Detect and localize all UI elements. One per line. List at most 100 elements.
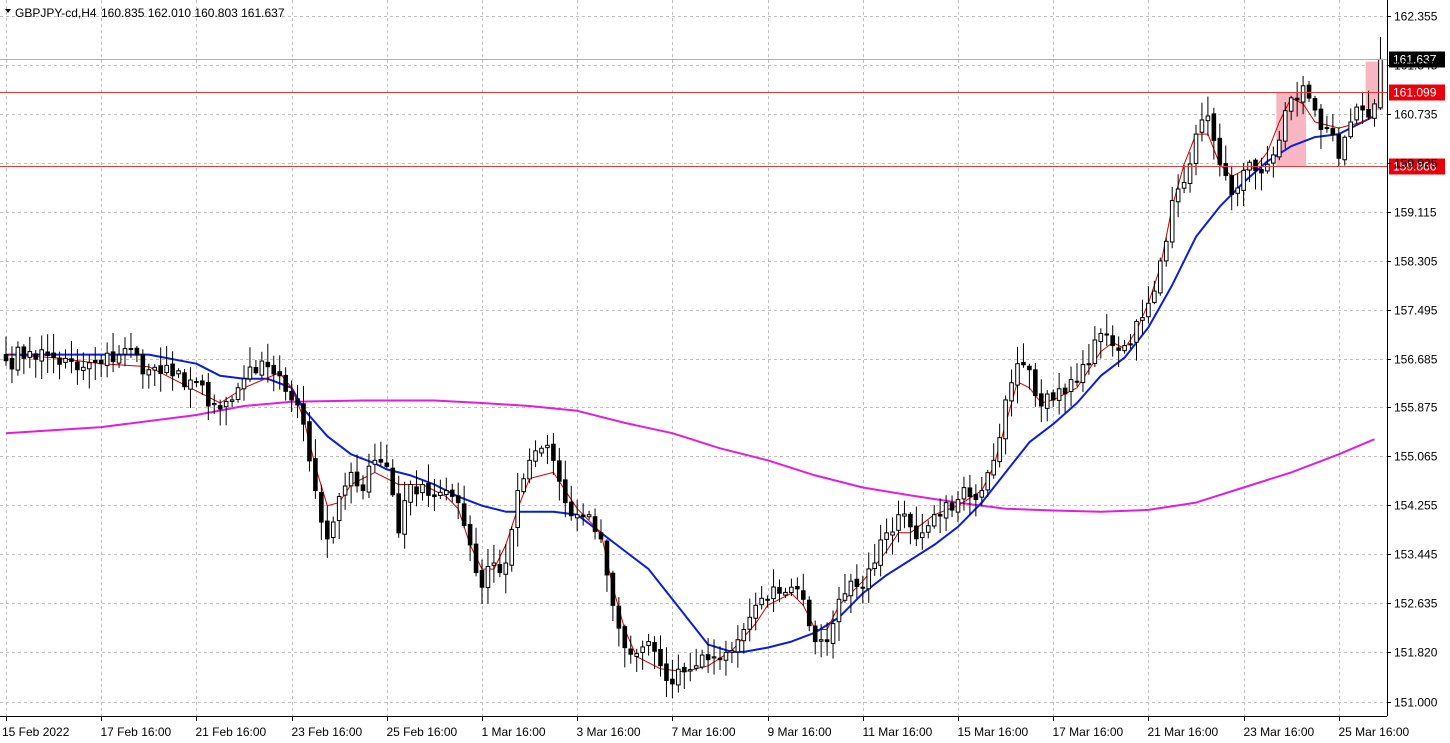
candle xyxy=(146,363,152,389)
candle xyxy=(985,469,991,497)
candle xyxy=(21,344,27,375)
candle xyxy=(122,337,128,367)
candle-body-down xyxy=(1217,137,1223,165)
candle xyxy=(830,610,836,659)
candle xyxy=(104,342,110,378)
candle xyxy=(1003,395,1008,455)
candle xyxy=(1169,186,1175,249)
time-tick-label: 1 Mar 16:00 xyxy=(482,725,546,739)
candle xyxy=(1300,75,1306,115)
candle-body-up xyxy=(211,402,217,406)
candle-body-up xyxy=(247,366,253,380)
candle-body-up xyxy=(902,513,907,517)
candle-body-down xyxy=(652,642,657,652)
candle-body-up xyxy=(878,539,883,566)
candle-body-up xyxy=(1187,163,1193,185)
candle-body-down xyxy=(194,381,199,384)
candle-body-down xyxy=(628,648,634,655)
candle xyxy=(902,500,907,529)
candle xyxy=(1294,81,1300,117)
candle xyxy=(1068,366,1074,407)
candle xyxy=(580,503,586,526)
candle xyxy=(1056,373,1062,415)
candle xyxy=(402,481,407,549)
price-tick-label: 162.355 xyxy=(1394,10,1438,24)
candle-body-down xyxy=(21,346,27,359)
candle xyxy=(1074,363,1080,387)
candle-body-up xyxy=(920,532,925,539)
candle-body-up xyxy=(741,629,747,642)
candle xyxy=(979,476,985,507)
candle-body-up xyxy=(1146,302,1151,318)
candle-body-down xyxy=(414,486,419,495)
price-tick-label: 155.875 xyxy=(1394,401,1438,415)
candle xyxy=(235,382,241,403)
price-tick-label: 151.820 xyxy=(1394,646,1438,660)
candle xyxy=(426,464,431,508)
candle-body-up xyxy=(1092,339,1098,364)
candle xyxy=(206,373,211,420)
candle xyxy=(271,355,277,392)
current-price-tag xyxy=(1389,51,1445,68)
candle-body-down xyxy=(92,359,98,363)
candle xyxy=(63,349,68,369)
candle-body-down xyxy=(461,503,467,526)
candle xyxy=(676,654,681,693)
candle-body-down xyxy=(1324,127,1330,130)
candle xyxy=(1080,350,1086,393)
candle xyxy=(640,640,645,670)
candle xyxy=(1152,280,1157,305)
time-axis[interactable]: 15 Feb 2022 17 Feb 16:00 21 Feb 16:00 23 Fe… xyxy=(2,716,1410,739)
collapse-triangle-icon[interactable] xyxy=(5,9,11,13)
candle xyxy=(301,385,306,442)
candle-body-up xyxy=(15,346,21,371)
candle-body-down xyxy=(1223,163,1229,176)
candle xyxy=(289,380,294,413)
candle-body-up xyxy=(1205,115,1211,122)
candle xyxy=(1175,174,1181,218)
candle-body-up xyxy=(1044,393,1050,409)
candle xyxy=(1092,326,1098,368)
candle xyxy=(33,350,39,378)
candle-body-down xyxy=(217,405,223,410)
candle-body-up xyxy=(1342,136,1348,161)
candle xyxy=(211,394,217,415)
candle xyxy=(1015,346,1020,404)
candle-body-down xyxy=(271,364,277,375)
candle-body-up xyxy=(765,598,770,601)
candle-body-down xyxy=(908,513,913,528)
price-axis[interactable]: 162.355 161.545 160.735 159.925 159.115 158.3… xyxy=(0,0,1438,717)
candle-body-up xyxy=(646,641,651,646)
candle xyxy=(515,472,521,547)
candle xyxy=(1140,299,1145,335)
price-tick-label: 158.305 xyxy=(1394,255,1438,269)
price-tick-label: 161.545 xyxy=(1394,59,1438,73)
candle-body-down xyxy=(973,493,979,500)
candle-body-down xyxy=(949,502,955,511)
candle-body-down xyxy=(277,371,282,377)
time-tick-label: 15 Mar 16:00 xyxy=(958,725,1029,739)
candle xyxy=(610,570,616,622)
price-tick-label: 159.115 xyxy=(1394,206,1437,220)
candle xyxy=(1277,130,1282,161)
horizontal-levels[interactable]: 161.099 159.866 161.637 xyxy=(0,51,1445,175)
candle xyxy=(455,482,461,520)
candle xyxy=(1318,103,1324,149)
candle xyxy=(931,505,937,529)
candle xyxy=(3,336,9,366)
candle xyxy=(217,399,223,426)
candle xyxy=(1187,152,1193,193)
candle xyxy=(170,351,175,391)
candle-body-down xyxy=(670,678,675,685)
candle-body-up xyxy=(860,586,866,589)
candle-body-up xyxy=(116,354,122,364)
candle-body-down xyxy=(1039,393,1044,407)
candle xyxy=(319,484,324,540)
candle-body-up xyxy=(444,490,449,495)
candle xyxy=(140,349,146,389)
candle-body-up xyxy=(485,565,491,589)
candle xyxy=(920,514,925,550)
candle-body-up xyxy=(723,651,729,661)
